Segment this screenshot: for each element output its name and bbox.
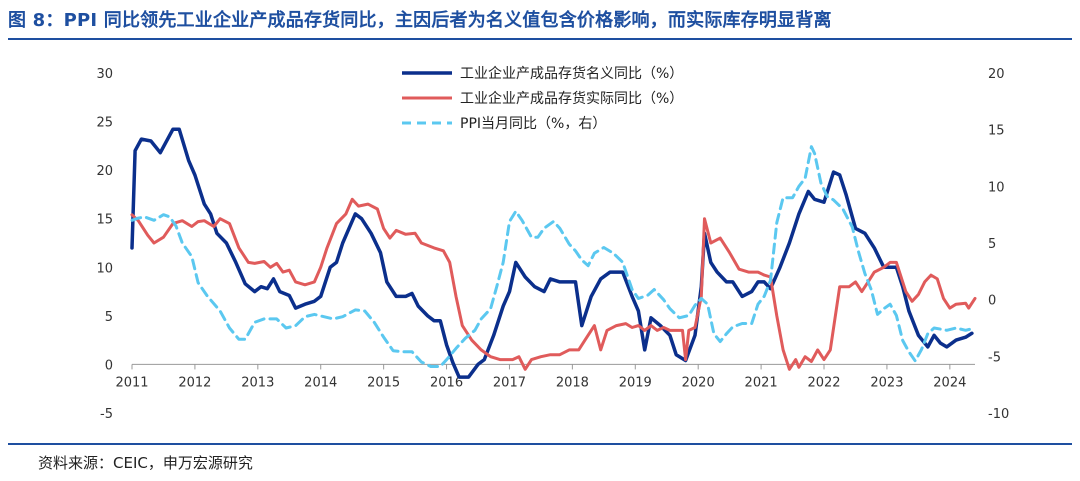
y-right-tick-label: 0 <box>988 294 996 309</box>
y-right-tick-label: 15 <box>988 124 1005 139</box>
x-tick-label: 2018 <box>556 375 589 390</box>
x-tick-label: 2015 <box>367 375 400 390</box>
x-tick-label: 2024 <box>933 375 966 390</box>
y-left-tick-label: 5 <box>105 310 113 325</box>
x-tick-label: 2021 <box>745 375 778 390</box>
series-line-3 <box>130 145 977 368</box>
y-right-tick-label: -10 <box>988 407 1009 422</box>
source-divider <box>8 443 1072 445</box>
x-tick-label: 2017 <box>493 375 526 390</box>
legend-label: 工业企业产成品存货名义同比（%） <box>460 65 683 82</box>
y-right-tick-label: 10 <box>988 180 1005 195</box>
x-tick-label: 2011 <box>115 375 148 390</box>
legend: 工业企业产成品存货名义同比（%） 工业企业产成品存货实际同比（%） PPI当月同比（… <box>402 65 683 132</box>
title-divider <box>8 38 1072 40</box>
series-group <box>130 127 977 379</box>
x-tick-label: 2020 <box>682 375 715 390</box>
y-left-tick-label: 25 <box>96 116 113 131</box>
x-tick-label: 2023 <box>870 375 903 390</box>
y-left-tick-label: 20 <box>96 164 113 179</box>
x-tick-label: 2019 <box>619 375 652 390</box>
y-left-tick-label: 15 <box>96 213 113 228</box>
y-left-tick-label: 0 <box>105 358 113 373</box>
x-tick-label: 2022 <box>807 375 840 390</box>
x-tick-label: 2013 <box>241 375 274 390</box>
y-right-tick-label: 20 <box>988 67 1005 82</box>
legend-label: 工业企业产成品存货实际同比（%） <box>460 90 683 107</box>
series-line-1 <box>130 127 974 379</box>
series-line-2 <box>130 197 977 371</box>
chart-title: 图 8：PPI 同比领先工业企业产成品存货同比，主因后者为名义值包含价格影响，而… <box>8 10 832 31</box>
legend-label: PPI当月同比（%，右） <box>460 116 606 132</box>
x-tick-label: 2016 <box>430 375 463 390</box>
source-note: 资料来源：CEIC，申万宏源研究 <box>38 454 253 472</box>
y-left-tick-label: 30 <box>96 67 113 82</box>
y-right-tick-label: 5 <box>988 237 996 252</box>
x-tick-label: 2014 <box>304 375 337 390</box>
y-right-tick-label: -5 <box>988 350 1001 365</box>
y-left-tick-label: 10 <box>96 261 113 276</box>
y-left-tick-label: -5 <box>100 407 113 422</box>
x-tick-label: 2012 <box>178 375 211 390</box>
